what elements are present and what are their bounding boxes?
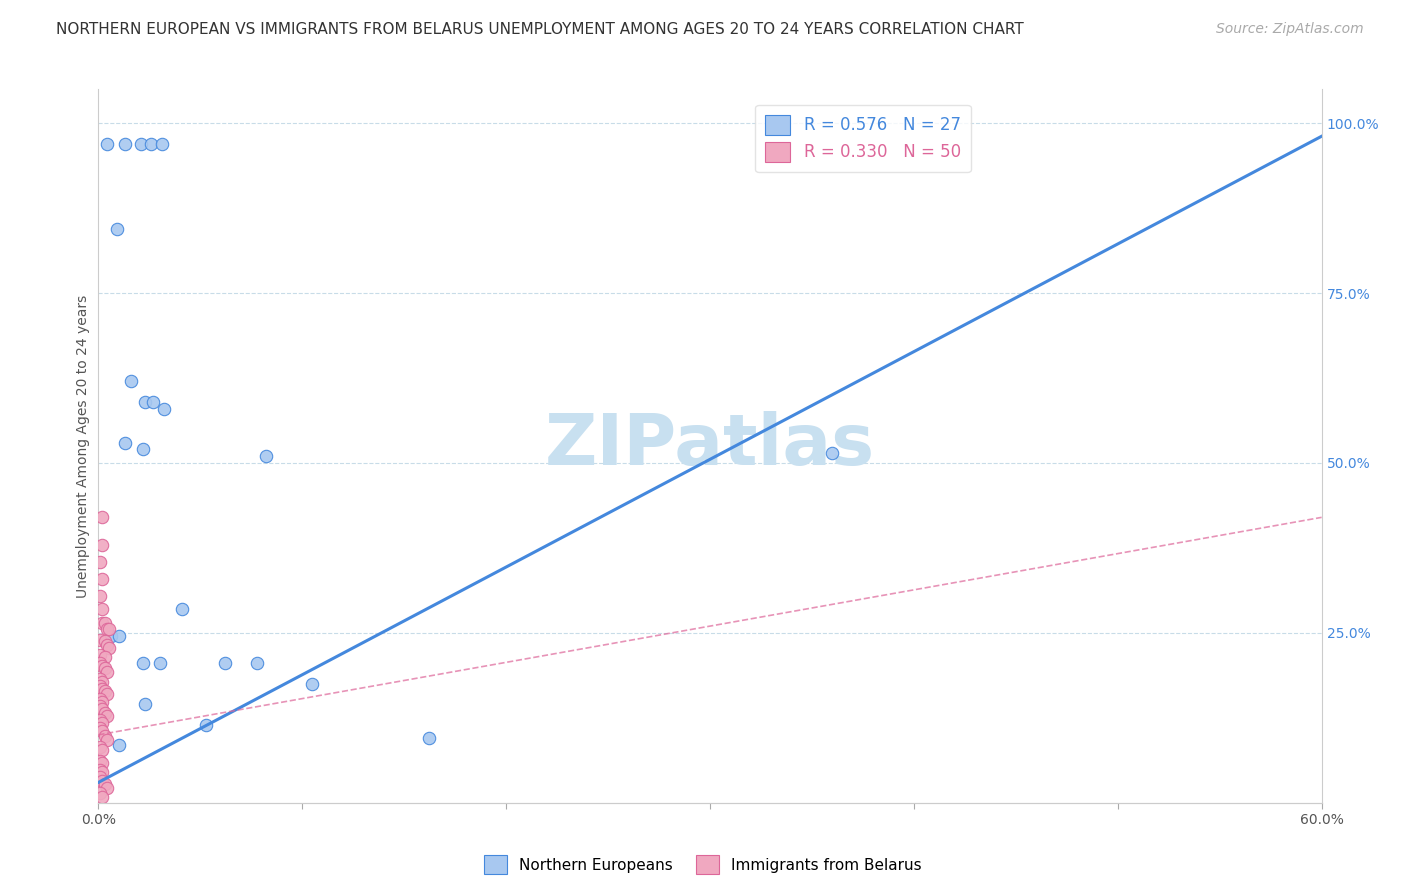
Point: [96, 665, 118, 680]
Point: [89, 754, 111, 768]
Legend: Northern Europeans, Immigrants from Belarus: Northern Europeans, Immigrants from Bela…: [478, 849, 928, 880]
Point: [132, 657, 155, 671]
Point: [195, 717, 218, 731]
Point: [93, 634, 115, 648]
Y-axis label: Unemployment Among Ages 20 to 24 years: Unemployment Among Ages 20 to 24 years: [76, 294, 90, 598]
Point: [129, 136, 152, 151]
Point: [93, 729, 115, 743]
Point: [301, 677, 323, 691]
Point: [89, 555, 111, 569]
Point: [134, 698, 156, 712]
Point: [821, 446, 844, 460]
Point: [93, 615, 115, 630]
Point: [91, 743, 114, 757]
Point: [246, 657, 269, 671]
Text: NORTHERN EUROPEAN VS IMMIGRANTS FROM BELARUS UNEMPLOYMENT AMONG AGES 20 TO 24 YE: NORTHERN EUROPEAN VS IMMIGRANTS FROM BEL…: [56, 22, 1024, 37]
Point: [97, 640, 120, 655]
Text: Source: ZipAtlas.com: Source: ZipAtlas.com: [1216, 22, 1364, 37]
Point: [91, 681, 114, 696]
Point: [89, 699, 111, 714]
Point: [100, 629, 122, 643]
Point: [120, 375, 142, 389]
Point: [89, 786, 111, 800]
Point: [114, 136, 136, 151]
Legend: R = 0.576   N = 27, R = 0.330   N = 50: R = 0.576 N = 27, R = 0.330 N = 50: [755, 104, 970, 172]
Point: [91, 790, 114, 805]
Point: [96, 733, 118, 747]
Point: [91, 702, 114, 716]
Point: [91, 756, 114, 771]
Point: [96, 780, 118, 795]
Point: [89, 721, 111, 735]
Point: [149, 657, 172, 671]
Point: [91, 715, 114, 730]
Point: [254, 449, 277, 463]
Text: ZIPatlas: ZIPatlas: [546, 411, 875, 481]
Point: [93, 683, 115, 698]
Point: [91, 537, 114, 551]
Point: [97, 623, 120, 637]
Point: [91, 695, 114, 709]
Point: [93, 649, 115, 664]
Point: [418, 731, 440, 746]
Point: [89, 648, 111, 662]
Point: [89, 692, 111, 706]
Point: [91, 615, 114, 630]
Point: [108, 629, 131, 643]
Point: [89, 657, 111, 671]
Point: [89, 740, 111, 755]
Point: [89, 763, 111, 777]
Point: [91, 602, 114, 616]
Point: [96, 136, 118, 151]
Point: [96, 708, 118, 723]
Point: [132, 442, 155, 457]
Point: [96, 638, 118, 652]
Point: [142, 394, 165, 409]
Point: [91, 510, 114, 524]
Point: [134, 394, 156, 409]
Point: [89, 770, 111, 784]
Point: [152, 401, 174, 416]
Point: [141, 136, 163, 151]
Point: [105, 221, 128, 235]
Point: [89, 672, 111, 686]
Point: [170, 602, 193, 616]
Point: [91, 674, 114, 689]
Point: [93, 661, 115, 675]
Point: [89, 679, 111, 693]
Point: [96, 687, 118, 701]
Point: [214, 657, 236, 671]
Point: [93, 706, 115, 720]
Point: [108, 738, 131, 752]
Point: [114, 435, 136, 450]
Point: [89, 713, 111, 727]
Point: [91, 765, 114, 780]
Point: [89, 589, 111, 603]
Point: [91, 658, 114, 673]
Point: [150, 136, 173, 151]
Point: [89, 632, 111, 647]
Point: [91, 572, 114, 586]
Point: [93, 777, 115, 791]
Point: [91, 724, 114, 739]
Point: [96, 623, 118, 637]
Point: [91, 774, 114, 789]
